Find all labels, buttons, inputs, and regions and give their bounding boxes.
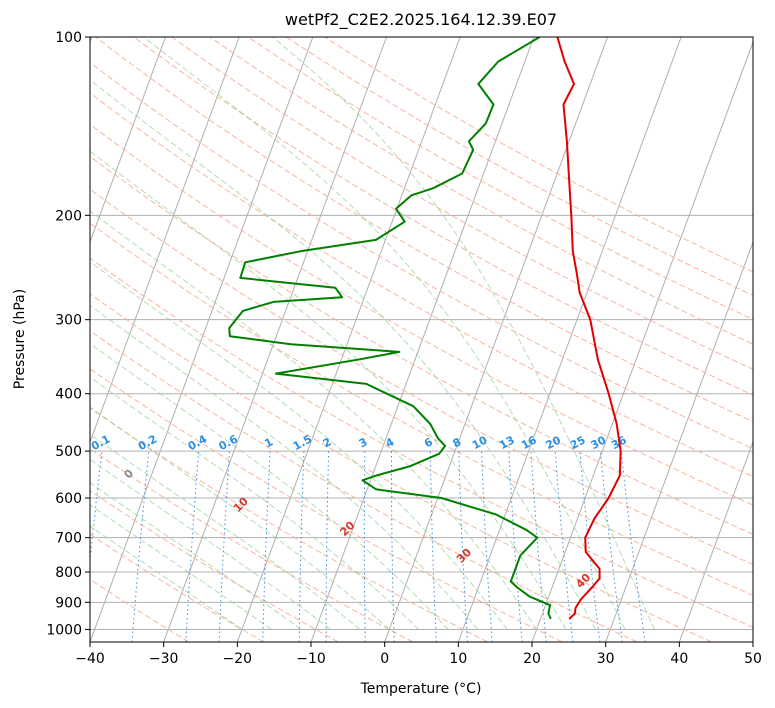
mixing-ratio-line (363, 451, 366, 642)
moist-adiabat (90, 261, 508, 630)
moist-adiabat (90, 342, 449, 630)
mixing-ratio-line (131, 451, 150, 642)
dry-adiabat (247, 37, 753, 321)
mixing-ratio-label: 16 (519, 433, 539, 452)
isotherm-line (384, 37, 608, 642)
moist-adiabat (90, 210, 538, 630)
x-tick-label: 20 (523, 651, 541, 667)
dry-adiabat (90, 448, 414, 642)
isotherm-line (457, 37, 682, 642)
mixing-ratio-line (391, 451, 395, 642)
mixing-ratio-line (298, 451, 305, 642)
moist-adiabat (90, 504, 272, 630)
isotherm-line (90, 37, 166, 244)
x-tick-label: 30 (597, 651, 615, 667)
y-tick-label: 900 (55, 595, 82, 611)
dry-adiabat (90, 293, 712, 642)
moist-adiabat (143, 37, 626, 630)
mixing-ratio-label: 25 (568, 433, 588, 452)
moist-adiabat (90, 79, 597, 630)
mixing-ratio-line (579, 451, 601, 642)
mixing-ratio-label: 20 (543, 433, 563, 452)
x-tick-label: −30 (149, 651, 179, 667)
dry-adiabat (90, 222, 753, 597)
dewpoint-profile (228, 37, 552, 620)
mixing-ratio-line (508, 451, 523, 642)
mixing-ratio-label: 30 (589, 433, 609, 452)
isotherm-line (605, 240, 753, 642)
mixing-ratio-line (218, 451, 230, 642)
x-tick-label: 50 (744, 651, 762, 667)
dry-adiabat (90, 407, 488, 642)
y-tick-label: 700 (55, 531, 82, 547)
y-tick-label: 100 (55, 30, 82, 46)
y-tick-label: 300 (55, 313, 82, 329)
profiles (228, 37, 622, 620)
x-tick-label: 40 (670, 651, 688, 667)
moist-adiabat (90, 376, 420, 630)
dry-adiabat (90, 257, 753, 628)
x-tick-label: 10 (449, 651, 467, 667)
moist-adiabat (90, 433, 361, 630)
y-tick-label: 200 (55, 208, 82, 224)
mixing-ratio-line (185, 451, 200, 642)
moist-adiabat (90, 458, 331, 630)
chart-title: wetPf2_C2E2.2025.164.12.39.E07 (285, 10, 557, 30)
moist-adiabat (90, 150, 567, 630)
y-axis-label: Pressure (hPa) (12, 289, 28, 389)
y-tick-label: 1000 (46, 622, 82, 638)
isotherm-line (90, 37, 240, 444)
x-tick-label: −20 (223, 651, 253, 667)
plot-frame (89, 36, 754, 643)
temperature-profile (556, 37, 622, 620)
y-tick-label: 600 (55, 491, 82, 507)
x-tick-label: −40 (75, 651, 105, 667)
mixing-ratio-line (458, 451, 468, 642)
dry-adiabat (95, 37, 753, 423)
isotherm-line (678, 440, 753, 642)
isotherm-line (752, 640, 753, 642)
isotherm-line (163, 37, 387, 642)
isotherm-line (236, 37, 461, 642)
mixing-ratio-label: 10 (470, 433, 490, 452)
moist-adiabat (90, 406, 390, 630)
dry-adiabat (90, 92, 753, 478)
dry-adiabat (90, 533, 264, 642)
moist-adiabat (90, 525, 243, 630)
mixing-ratio-line (481, 451, 493, 642)
x-axis-label: Temperature (°C) (360, 681, 482, 697)
dry-adiabat (90, 188, 753, 566)
moist-adiabat (272, 37, 655, 630)
mixing-ratio-line (620, 451, 646, 642)
mixing-ratio-label: 13 (497, 433, 517, 452)
dry-adiabat (90, 368, 563, 642)
axis-ticks: −40 −30 −20 −10 0 10 20 30 40 50 100 200 300 400 500 60… (46, 30, 762, 667)
y-tick-label: 400 (55, 387, 82, 403)
dry-adiabat (285, 37, 753, 296)
mixing-ratio-line (262, 451, 271, 642)
y-tick-label: 500 (55, 444, 82, 460)
isotherm-line (531, 40, 753, 642)
dry-adiabat (90, 490, 339, 642)
x-tick-label: 0 (380, 651, 389, 667)
mixing-ratio-line (429, 451, 437, 642)
dry-adiabat (171, 37, 753, 370)
mixing-ratio-line (325, 451, 330, 642)
mixing-ratio-line (600, 451, 623, 642)
mixing-ratio-line (530, 451, 547, 642)
isotherm-line (90, 37, 314, 642)
moist-adiabat (90, 304, 479, 630)
x-tick-label: −10 (296, 651, 326, 667)
background-lines (90, 37, 753, 642)
y-tick-label: 800 (55, 565, 82, 581)
